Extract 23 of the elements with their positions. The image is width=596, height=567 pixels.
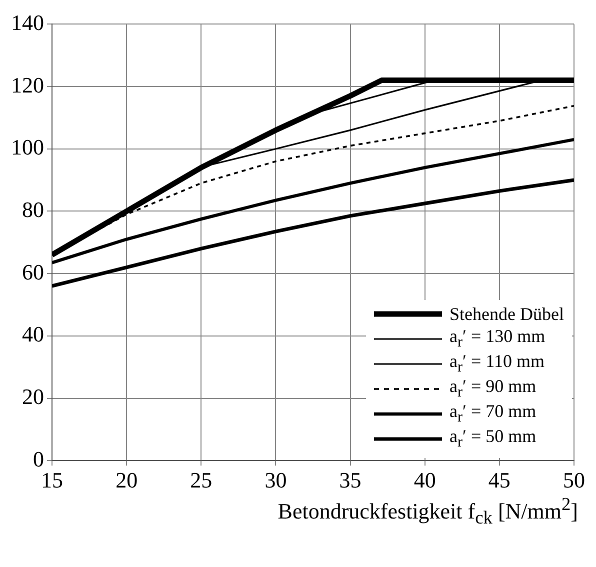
legend-label: Stehende Dübel (450, 304, 564, 324)
x-tick-label: 20 (116, 468, 138, 493)
x-tick-label: 35 (339, 468, 362, 493)
x-tick-label: 50 (563, 468, 585, 493)
y-tick-label: 80 (22, 197, 44, 222)
y-tick-label: 20 (22, 384, 44, 410)
x-tick-label: 45 (488, 468, 510, 493)
x-axis-title: Betondruckfestigkeit f$_{ck}$ [N/mm$^{2}$] (276, 494, 579, 529)
legend-label: a$_{r}$′ = 50 mm (450, 426, 536, 452)
y-tick-label: 120 (11, 72, 44, 98)
y-tick-label: 40 (22, 322, 44, 347)
legend-label: a$_{r}$′ = 110 mm (450, 350, 544, 378)
y-tick-label: 100 (11, 134, 44, 160)
x-tick-label: 15 (41, 468, 63, 493)
y-tick-label: 0 (33, 446, 44, 472)
legend-label: a$_{r}$′ = 70 mm (450, 400, 536, 428)
legend-label: a$_{r}$′ = 130 mm (450, 326, 546, 352)
x-tick-label: 30 (264, 468, 287, 493)
y-tick-label: 60 (22, 259, 44, 284)
y-tick-label: 140 (11, 10, 44, 35)
x-tick-label: 25 (190, 468, 212, 493)
legend-label: a$_{r}$′ = 90 mm (450, 376, 536, 402)
x-tick-label: 40 (414, 468, 436, 493)
